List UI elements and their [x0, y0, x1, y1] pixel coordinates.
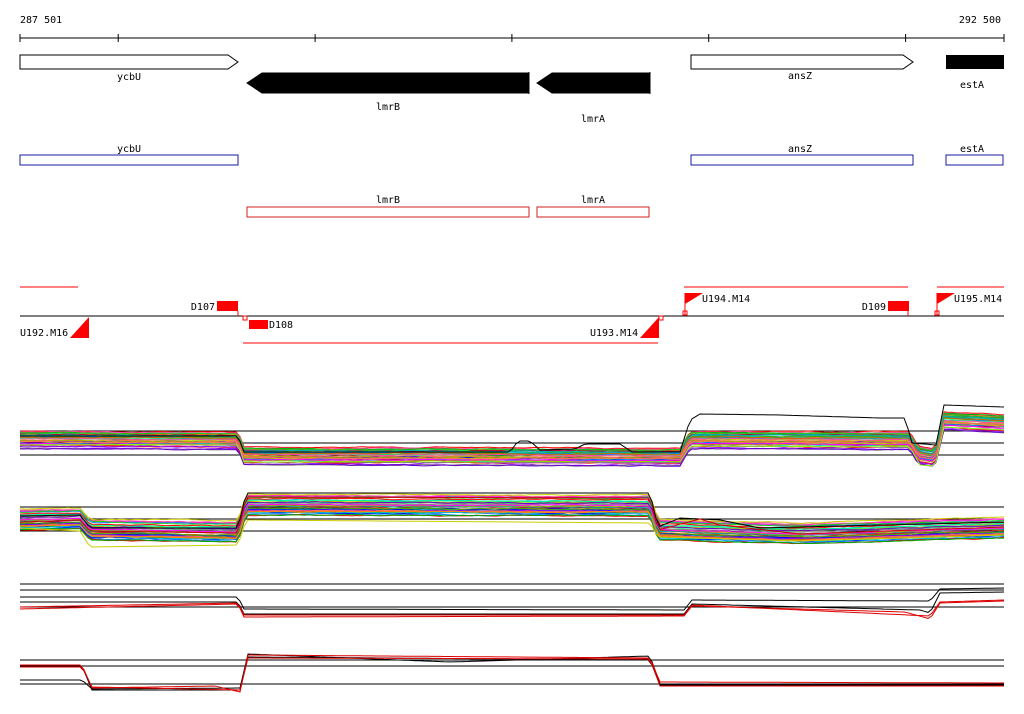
feature-track: D107 D108 D109 U192.M16 U193.M14: [20, 286, 1004, 344]
feature-label-U195: U195.M14: [954, 294, 1002, 305]
gene-lmrB[interactable]: lmrB: [246, 72, 530, 113]
expression-line: [19, 600, 1005, 619]
feature-tick-box: [242, 315, 248, 321]
expression-line: [20, 657, 1004, 691]
expression-line: [19, 417, 1004, 456]
feature-tick-box: [682, 310, 688, 316]
expression-panel-2: [19, 492, 1005, 548]
gene-estA[interactable]: estA: [946, 55, 1004, 91]
gene-arrow-estA[interactable]: [946, 55, 1004, 69]
panel-3-series: [19, 587, 1005, 619]
annotation-label-estA: estA: [960, 144, 984, 155]
annotation-label-lmrA: lmrA: [581, 195, 605, 206]
annotation-box-lmrA[interactable]: [536, 206, 650, 218]
gene-label-lmrB: lmrB: [376, 102, 400, 113]
expression-line: [19, 429, 1005, 467]
expression-line: [19, 599, 1005, 617]
annotation-box-estA[interactable]: [945, 154, 1004, 166]
ruler-start-label: 287 501: [20, 15, 62, 26]
expression-panel-1: [19, 404, 1005, 467]
feature-U192-M16[interactable]: U192.M16: [20, 317, 89, 339]
feature-label-D109: D109: [862, 302, 886, 313]
up-flag-marker: [685, 293, 703, 304]
expression-line: [19, 499, 1005, 530]
expression-line: [19, 507, 1005, 538]
feature-D108[interactable]: D108: [242, 315, 293, 331]
expression-line: [19, 421, 1005, 460]
feature-label-U194: U194.M14: [702, 294, 750, 305]
expression-line: [20, 404, 1005, 453]
gene-arrow-ycbU[interactable]: [19, 54, 239, 70]
feature-U195-M14[interactable]: U195.M14: [934, 293, 1002, 316]
gene-ycbU[interactable]: ycbU: [19, 54, 239, 83]
annotation-box-ansZ[interactable]: [690, 154, 914, 166]
feature-tick-box: [934, 310, 940, 316]
expression-line: [19, 513, 1005, 544]
expression-line: [20, 591, 1005, 615]
down-block-marker: [217, 301, 238, 311]
expression-line: [19, 497, 1005, 529]
annotation-label-ansZ: ansZ: [788, 144, 812, 155]
down-block-marker: [888, 301, 909, 311]
expression-line: [19, 421, 1004, 460]
annotation-box-lmrB[interactable]: [246, 206, 530, 218]
feature-U193-M14[interactable]: U193.M14: [590, 315, 664, 339]
expression-line: [20, 654, 1004, 693]
expression-line: [19, 413, 1005, 452]
feature-U194-M14[interactable]: U194.M14: [682, 293, 750, 316]
feature-D107[interactable]: D107: [191, 301, 239, 316]
annotation-track: ycbU ansZ estA lmrB lmrA: [19, 144, 1004, 218]
panel-2-series: [19, 492, 1005, 548]
coordinate-ruler: 287 501 292 500: [19, 15, 1005, 42]
gene-label-estA: estA: [960, 80, 984, 91]
feature-label-U192: U192.M16: [20, 328, 68, 339]
feature-label-U193: U193.M14: [590, 328, 638, 339]
expression-line: [19, 494, 1005, 525]
gene-label-lmrA: lmrA: [581, 114, 605, 125]
expression-line: [19, 492, 1005, 529]
ruler-end-label: 292 500: [959, 15, 1001, 26]
expression-line: [19, 519, 1005, 548]
panel-1-series: [19, 404, 1005, 467]
gene-label-ansZ: ansZ: [788, 71, 812, 82]
annotation-label-ycbU: ycbU: [117, 144, 141, 155]
expression-panel-3: [19, 583, 1005, 619]
down-block-marker: [249, 320, 268, 329]
ruler-ticks: [19, 34, 1005, 42]
expression-line: [20, 426, 1005, 467]
annotation-box-ycbU[interactable]: [19, 154, 239, 166]
gene-arrow-lmrB[interactable]: [246, 72, 530, 94]
feature-label-D108: D108: [269, 320, 293, 331]
feature-tick-box: [658, 315, 664, 321]
expression-line: [19, 493, 1005, 524]
expression-line: [19, 419, 1005, 458]
expression-line: [19, 511, 1005, 542]
feature-D109[interactable]: D109: [862, 301, 909, 316]
expression-line: [19, 502, 1005, 533]
expression-line: [20, 656, 1004, 691]
expression-line: [19, 424, 1005, 462]
expression-panel-4: [20, 653, 1004, 693]
gene-track: ycbU lmrB lmrA ansZ estA: [19, 54, 1004, 125]
expression-line: [20, 587, 1005, 611]
gene-lmrA[interactable]: lmrA: [536, 72, 651, 125]
up-flag-marker: [937, 293, 955, 304]
up-flag-marker: [70, 317, 89, 338]
panel-4-series: [20, 653, 1004, 693]
gene-ansZ[interactable]: ansZ: [690, 54, 914, 82]
expression-line: [19, 496, 1005, 535]
up-flag-marker: [640, 317, 659, 338]
gene-label-ycbU: ycbU: [117, 72, 141, 83]
feature-label-D107: D107: [191, 302, 215, 313]
annotation-label-lmrB: lmrB: [376, 195, 400, 206]
gene-arrow-ansZ[interactable]: [690, 54, 914, 70]
gene-arrow-lmrA[interactable]: [536, 72, 651, 94]
